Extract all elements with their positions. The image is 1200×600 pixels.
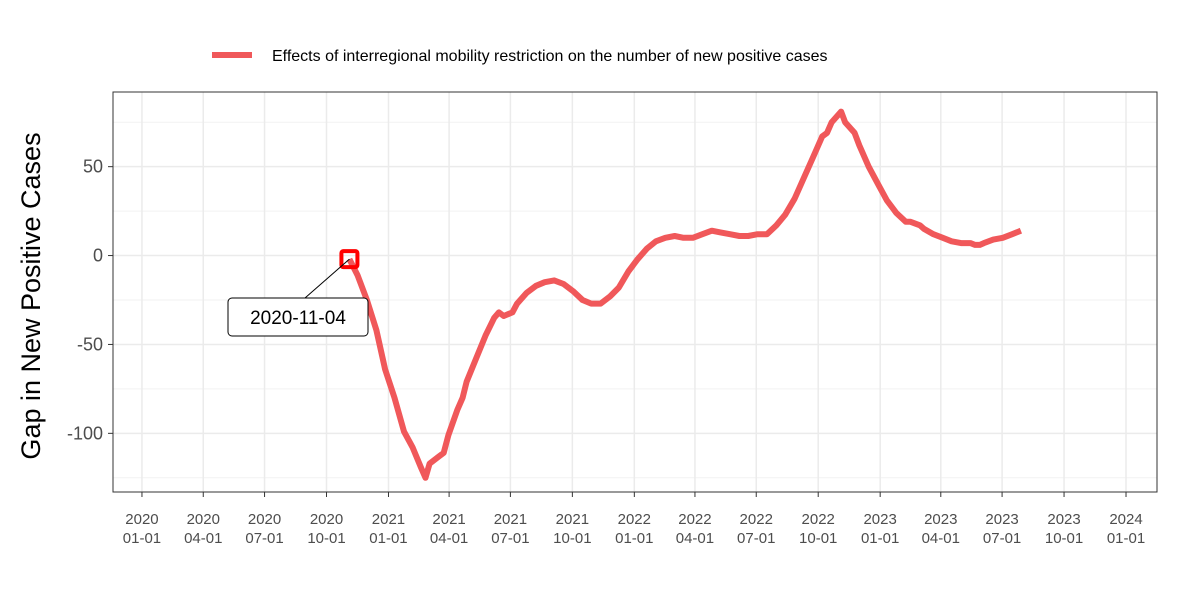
x-tick-date: 07-01 bbox=[491, 530, 529, 547]
x-tick-date: 01-01 bbox=[123, 530, 161, 547]
x-tick-label: 2020 10-01 bbox=[307, 511, 345, 547]
x-tick-label: 2020 04-01 bbox=[184, 511, 222, 547]
legend: Effects of interregional mobility restri… bbox=[212, 48, 828, 65]
x-tick-label: 2022 01-01 bbox=[615, 511, 653, 547]
annotation-leader-line bbox=[304, 258, 350, 299]
x-tick-label: 2021 01-01 bbox=[369, 511, 407, 547]
x-tick-year: 2023 bbox=[985, 511, 1018, 528]
panel-border bbox=[112, 91, 1158, 493]
grid-major bbox=[113, 92, 1157, 492]
x-tick-date: 07-01 bbox=[737, 530, 775, 547]
x-tick-date: 04-01 bbox=[676, 530, 714, 547]
x-tick-date: 07-01 bbox=[983, 530, 1021, 547]
annotation-label: 2020-11-04 bbox=[250, 308, 346, 329]
x-tick-year: 2022 bbox=[618, 511, 651, 528]
series-line bbox=[346, 108, 1023, 481]
x-tick-year: 2021 bbox=[494, 511, 527, 528]
y-tick-label: 0 bbox=[93, 246, 103, 266]
x-tick-label: 2023 01-01 bbox=[861, 511, 899, 547]
x-tick-year: 2023 bbox=[924, 511, 957, 528]
series-layer bbox=[346, 108, 1023, 481]
x-tick-label: 2022 04-01 bbox=[676, 511, 714, 547]
x-tick-year: 2021 bbox=[432, 511, 465, 528]
x-tick-date: 10-01 bbox=[307, 530, 345, 547]
x-tick-year: 2023 bbox=[1047, 511, 1080, 528]
x-tick-label: 2022 07-01 bbox=[737, 511, 775, 547]
x-tick-label: 2023 10-01 bbox=[1045, 511, 1083, 547]
x-tick-date: 01-01 bbox=[369, 530, 407, 547]
x-tick-year: 2021 bbox=[556, 511, 589, 528]
legend-label: Effects of interregional mobility restri… bbox=[272, 48, 828, 65]
x-tick-date: 07-01 bbox=[245, 530, 283, 547]
x-tick-date: 04-01 bbox=[184, 530, 222, 547]
x-tick-date: 01-01 bbox=[615, 530, 653, 547]
x-tick-date: 04-01 bbox=[922, 530, 960, 547]
highlight-marker bbox=[339, 249, 360, 270]
x-tick-year: 2020 bbox=[310, 511, 343, 528]
y-axis-label: Gap in New Positive Cases bbox=[16, 132, 46, 459]
x-tick-label: 2021 07-01 bbox=[491, 511, 529, 547]
x-tick-label: 2024 01-01 bbox=[1107, 511, 1145, 547]
x-tick-date: 10-01 bbox=[799, 530, 837, 547]
x-tick-label: 2020 01-01 bbox=[123, 511, 161, 547]
x-tick-year: 2022 bbox=[740, 511, 773, 528]
y-tick-label: -50 bbox=[77, 334, 103, 354]
x-tick-year: 2020 bbox=[125, 511, 158, 528]
x-tick-date: 10-01 bbox=[553, 530, 591, 547]
x-tick-date: 01-01 bbox=[1107, 530, 1145, 547]
annotation-box bbox=[227, 297, 369, 337]
x-tick-year: 2022 bbox=[802, 511, 835, 528]
x-tick-year: 2023 bbox=[863, 511, 896, 528]
y-tick-label: -100 bbox=[67, 423, 103, 443]
x-tick-label: 2023 04-01 bbox=[922, 511, 960, 547]
x-tick-date: 04-01 bbox=[430, 530, 468, 547]
x-tick-year: 2024 bbox=[1109, 511, 1142, 528]
x-tick-label: 2021 10-01 bbox=[553, 511, 591, 547]
x-tick-label: 2022 10-01 bbox=[799, 511, 837, 547]
annotation-layer: 2020-11-04 bbox=[227, 249, 369, 337]
x-tick-date: 01-01 bbox=[861, 530, 899, 547]
x-tick-label: 2020 07-01 bbox=[245, 511, 283, 547]
x-tick-year: 2022 bbox=[678, 511, 711, 528]
x-tick-year: 2020 bbox=[248, 511, 281, 528]
x-tick-label: 2021 04-01 bbox=[430, 511, 468, 547]
x-tick-label: 2023 07-01 bbox=[983, 511, 1021, 547]
y-axis: 50 0 -50 -100 bbox=[67, 157, 113, 443]
x-tick-date: 10-01 bbox=[1045, 530, 1083, 547]
x-tick-year: 2020 bbox=[187, 511, 220, 528]
x-tick-year: 2021 bbox=[372, 511, 405, 528]
y-tick-label: 50 bbox=[83, 157, 103, 177]
